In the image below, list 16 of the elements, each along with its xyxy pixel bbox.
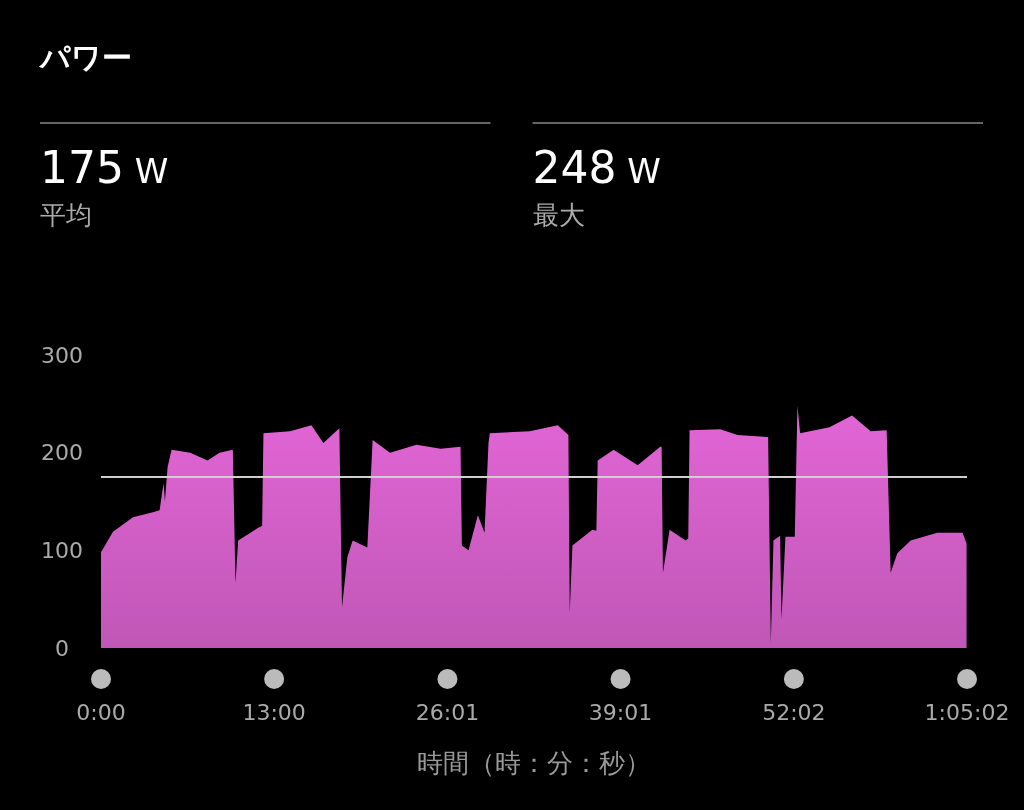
x-tick-label: 13:00	[242, 700, 306, 725]
y-tick-label: 200	[41, 440, 83, 466]
y-tick-label: 0	[55, 635, 69, 661]
x-tick-label: 52:02	[762, 700, 826, 725]
text: 248 W	[532, 142, 661, 193]
y-tick-label: 300	[41, 342, 83, 368]
x-axis-title: 時間（時：分：秒）	[417, 748, 651, 778]
x-tick-label: 39:01	[588, 700, 653, 725]
x-tick-label: 0:00	[76, 700, 126, 725]
x-tick-label: 26:01	[415, 700, 480, 725]
text: 175 W	[40, 142, 169, 193]
x-tick-label: 1:05:02	[924, 700, 1010, 725]
chart-title: パワー	[38, 40, 132, 75]
y-tick-label: 100	[41, 538, 83, 564]
text: 平均	[40, 200, 92, 230]
text: 最大	[532, 200, 585, 230]
